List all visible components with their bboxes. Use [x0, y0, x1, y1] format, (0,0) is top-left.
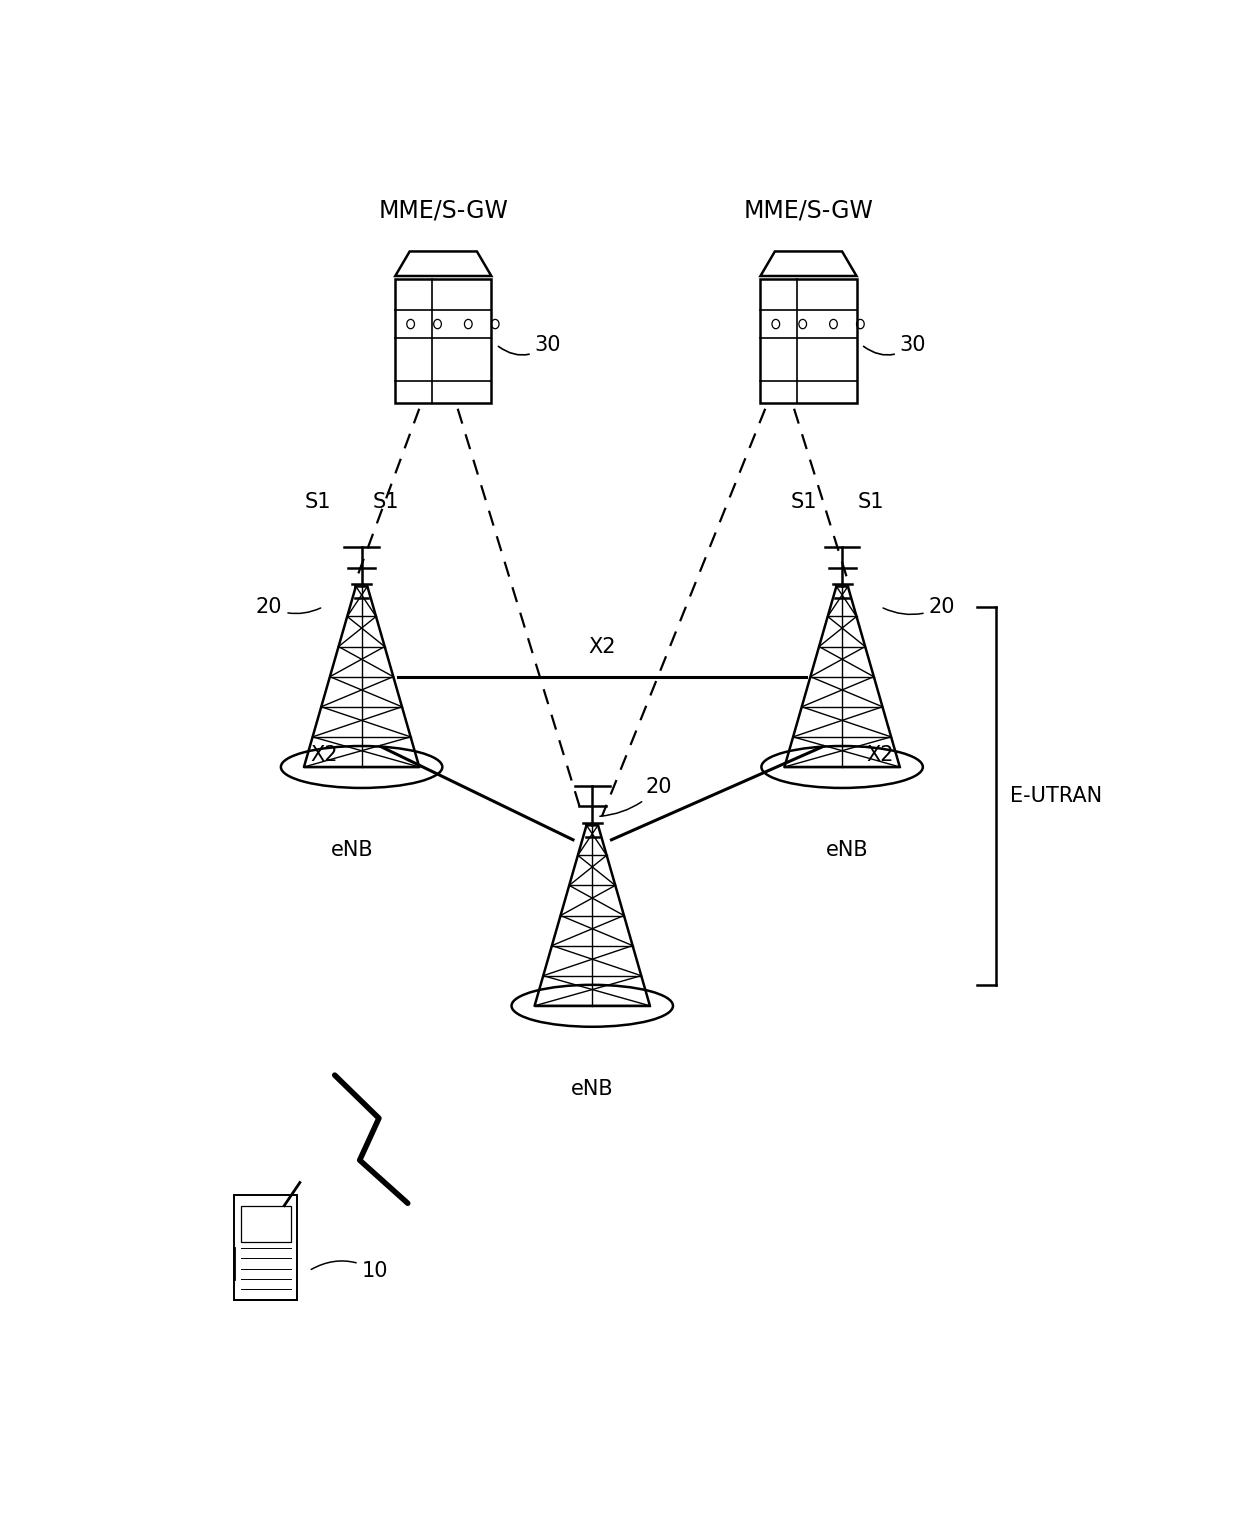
- Text: eNB: eNB: [826, 840, 868, 859]
- Text: 30: 30: [863, 334, 926, 356]
- Text: S1: S1: [858, 492, 884, 511]
- Text: 30: 30: [498, 334, 560, 356]
- Bar: [241, 1206, 290, 1242]
- Text: X2: X2: [588, 637, 615, 657]
- Bar: [760, 278, 857, 402]
- Text: eNB: eNB: [570, 1079, 614, 1098]
- Text: 20: 20: [600, 778, 672, 817]
- Text: E-UTRAN: E-UTRAN: [1011, 787, 1102, 806]
- Text: MME/S-GW: MME/S-GW: [744, 198, 873, 222]
- Bar: [396, 278, 491, 402]
- Text: S1: S1: [305, 492, 331, 511]
- Text: X2: X2: [310, 744, 337, 766]
- Text: S1: S1: [372, 492, 399, 511]
- Bar: [234, 1195, 296, 1300]
- Text: eNB: eNB: [331, 840, 373, 859]
- Text: 20: 20: [255, 596, 321, 617]
- Text: MME/S-GW: MME/S-GW: [378, 198, 508, 222]
- Text: 20: 20: [883, 596, 955, 617]
- Text: S1: S1: [790, 492, 817, 511]
- Text: X2: X2: [866, 744, 894, 766]
- Text: 10: 10: [311, 1260, 388, 1282]
